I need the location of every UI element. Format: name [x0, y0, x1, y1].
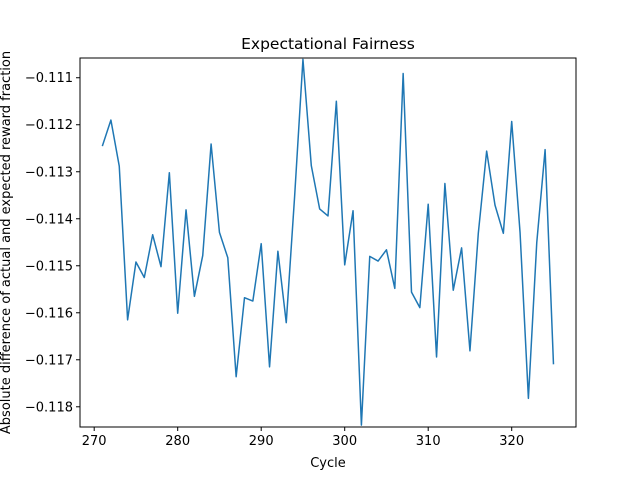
x-tick-label: 310	[416, 434, 441, 449]
x-tick-label: 300	[332, 434, 357, 449]
x-tick-label: 290	[249, 434, 274, 449]
plot-frame	[79, 57, 577, 428]
y-tick-label: −0.115	[25, 259, 73, 274]
x-axis: 270 280 290 300 310 320	[82, 427, 524, 449]
y-tick-label: −0.113	[25, 165, 73, 180]
x-axis-label: Cycle	[310, 456, 346, 471]
series-line	[101, 58, 555, 426]
y-tick-label: −0.112	[25, 118, 73, 133]
y-tick-label: −0.116	[25, 306, 73, 321]
y-tick-label: −0.117	[25, 353, 73, 368]
x-tick-label: 320	[499, 434, 524, 449]
chart-title: Expectational Fairness	[241, 35, 415, 53]
y-tick-label: −0.111	[25, 71, 73, 86]
x-tick-label: 280	[165, 434, 190, 449]
y-tick-label: −0.118	[25, 400, 73, 415]
plot-marks	[101, 58, 555, 426]
y-tick-label: −0.114	[25, 212, 73, 227]
x-tick-label: 270	[82, 434, 107, 449]
y-axis-label: Absolute difference of actual and expect…	[0, 51, 14, 434]
y-axis: −0.118 −0.117 −0.116 −0.115 −0.114 −0.113 −0.1…	[25, 71, 80, 415]
